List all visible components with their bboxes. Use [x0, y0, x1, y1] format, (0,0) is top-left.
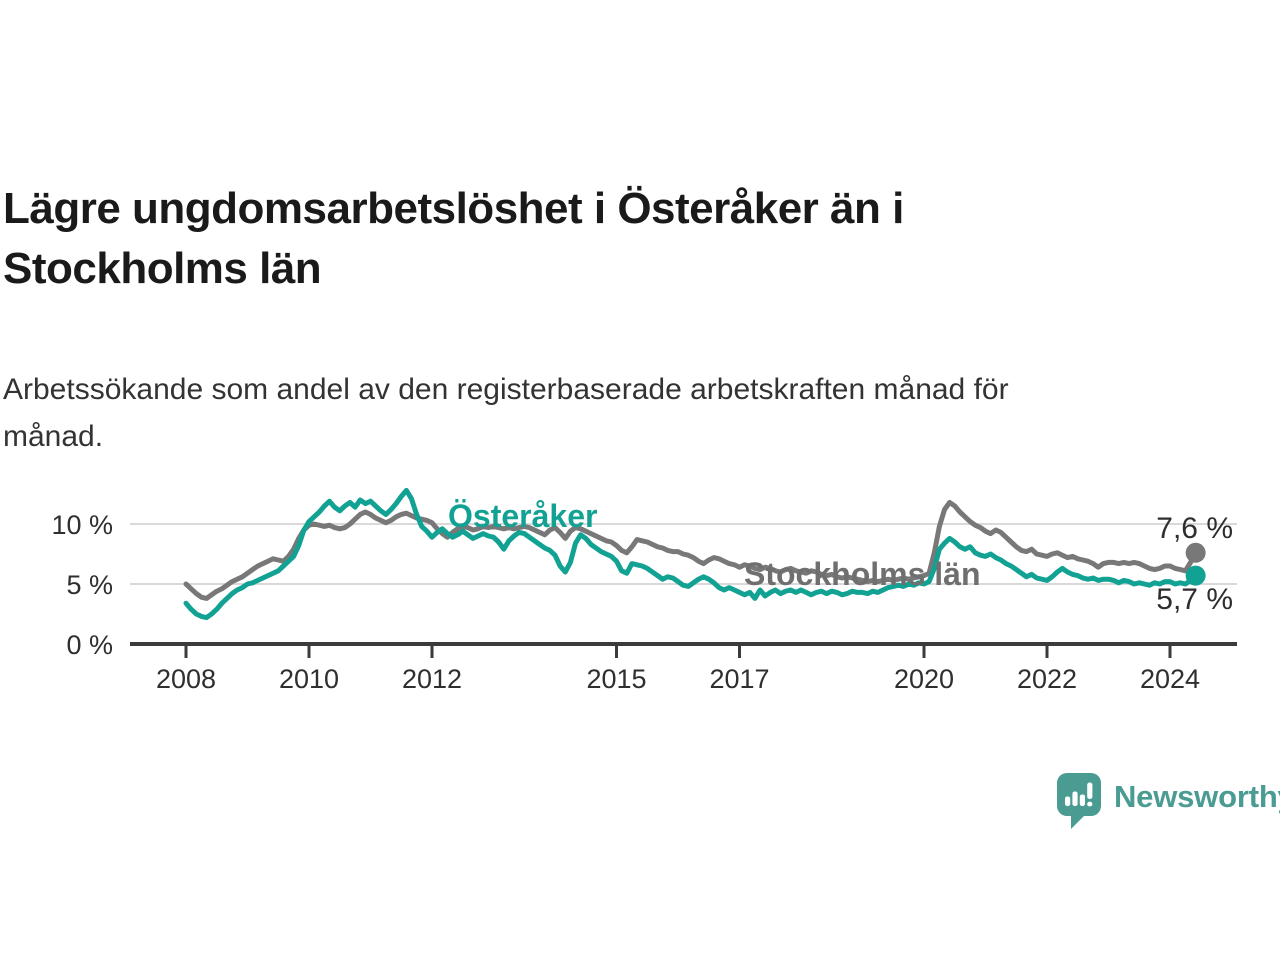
logo-exclamation-stem — [1087, 782, 1093, 799]
chart-subtitle-line-1: Arbetssökande som andel av den registerb… — [3, 373, 1009, 406]
x-tick-label: 2024 — [1140, 664, 1200, 694]
series-end-dot-osteraker — [1185, 565, 1206, 586]
chart-subtitle-line-2: månad. — [3, 420, 104, 453]
x-tick-label: 2008 — [156, 664, 216, 694]
y-axis-label: 5 % — [66, 570, 113, 600]
series-label-osteraker: Österåker — [448, 498, 597, 534]
newsworthy-logo: Newsworthy — [1056, 772, 1280, 830]
x-tick-label: 2017 — [709, 664, 769, 694]
page-title-line-1: Lägre ungdomsarbetslöshet i Österåker än… — [3, 184, 904, 234]
newsworthy-logo-icon — [1057, 773, 1101, 829]
series-line-osteraker — [183, 487, 1199, 621]
series-line-stockholms-lan — [183, 499, 1199, 601]
logo-exclamation-dot — [1087, 801, 1093, 807]
x-tick-label: 2010 — [279, 664, 339, 694]
x-tick-label: 2012 — [402, 664, 462, 694]
logo-bar-3 — [1079, 794, 1085, 806]
end-value-label-stockholms-lan: 7,6 % — [1156, 512, 1233, 545]
series-label-stockholms-lan: Stockholms län — [744, 556, 981, 592]
page-title-line-2: Stockholms län — [3, 244, 322, 294]
series-end-dot-stockholms-lan — [1185, 542, 1206, 563]
y-axis-label: 10 % — [51, 510, 113, 540]
y-axis-label: 0 % — [66, 630, 113, 660]
logo-bar-2 — [1072, 791, 1078, 806]
end-value-label-osteraker: 5,7 % — [1156, 583, 1233, 616]
logo-bar-1 — [1065, 796, 1071, 806]
page-title: Lägre ungdomsarbetslöshet i Österåker än… — [3, 179, 1123, 299]
brand-wordmark: Newsworthy — [1114, 779, 1280, 814]
x-tick-label: 2020 — [894, 664, 954, 694]
chart-subtitle: Arbetssökande som andel av den registerb… — [3, 366, 1203, 460]
x-tick-label: 2015 — [586, 664, 646, 694]
x-tick-label: 2022 — [1017, 664, 1077, 694]
